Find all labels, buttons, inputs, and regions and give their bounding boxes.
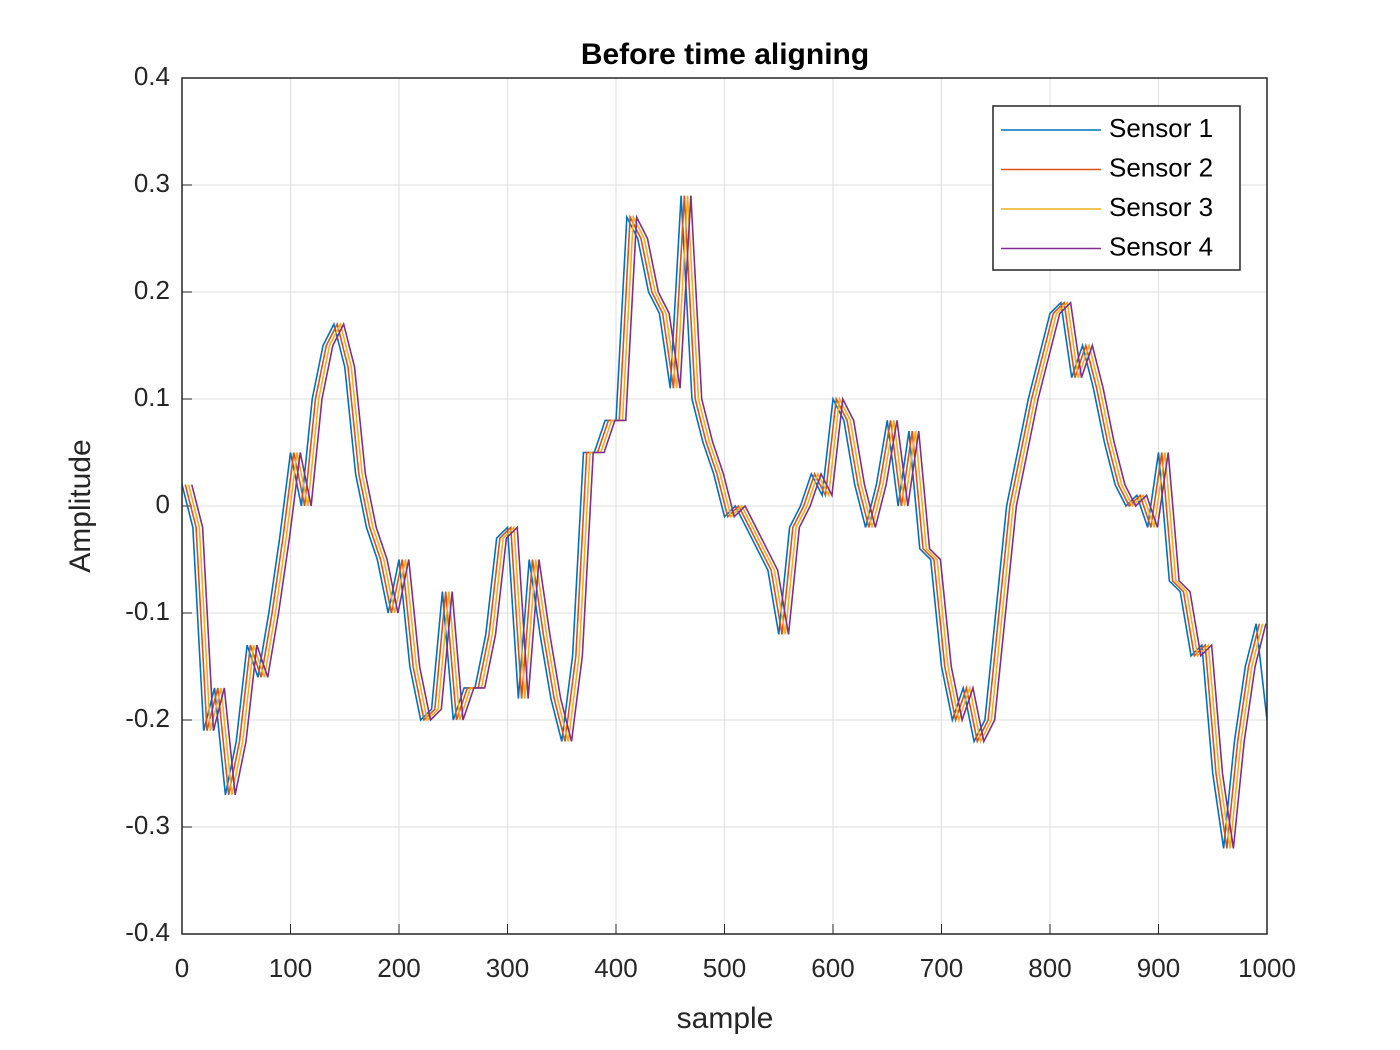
y-tick-label: -0.1	[125, 596, 170, 626]
x-tick-label: 600	[811, 953, 854, 983]
x-axis-label: sample	[677, 1002, 774, 1035]
x-tick-label: 100	[269, 953, 312, 983]
legend-label: Sensor 3	[1109, 192, 1213, 222]
x-tick-label: 300	[486, 953, 529, 983]
y-tick-label: -0.2	[125, 703, 170, 733]
legend-box	[992, 105, 1241, 271]
x-tick-label: 200	[377, 953, 420, 983]
data-line	[190, 195, 1267, 849]
legend-label: Sensor 4	[1109, 231, 1213, 261]
y-tick-label: 0.1	[134, 382, 170, 412]
x-tick-label: 1000	[1238, 953, 1296, 983]
legend-label: Sensor 1	[1109, 113, 1213, 143]
data-line	[182, 195, 1267, 849]
legend-label: Sensor 2	[1109, 152, 1213, 182]
data-line	[184, 195, 1261, 849]
y-tick-label: 0.4	[134, 61, 170, 91]
plot-frame	[181, 77, 1268, 935]
chart-title: Before time aligning	[581, 38, 869, 71]
y-tick-label: 0.2	[134, 275, 170, 305]
data-line	[187, 195, 1264, 849]
y-axis-label: Amplitude	[64, 439, 97, 572]
x-tick-label: 0	[175, 953, 189, 983]
y-tick-label: 0.3	[134, 168, 170, 198]
x-tick-label: 900	[1137, 953, 1180, 983]
y-tick-label: -0.4	[125, 917, 170, 947]
x-tick-label: 800	[1028, 953, 1071, 983]
x-tick-label: 400	[594, 953, 637, 983]
y-tick-label: -0.3	[125, 810, 170, 840]
y-tick-label: 0	[156, 489, 170, 519]
x-tick-label: 500	[703, 953, 746, 983]
x-tick-label: 700	[920, 953, 963, 983]
